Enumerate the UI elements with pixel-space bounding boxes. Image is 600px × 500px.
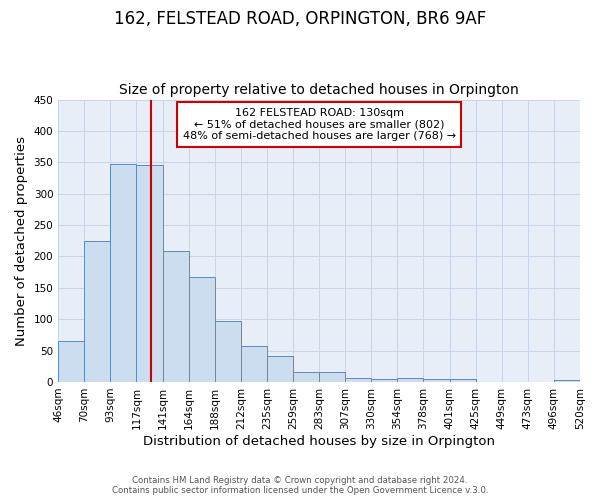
Y-axis label: Number of detached properties: Number of detached properties [15,136,28,346]
Title: Size of property relative to detached houses in Orpington: Size of property relative to detached ho… [119,83,519,97]
Bar [371,379,397,382]
Bar [84,242,110,382]
Bar [188,277,215,382]
Text: 162, FELSTEAD ROAD, ORPINGTON, BR6 9AF: 162, FELSTEAD ROAD, ORPINGTON, BR6 9AF [114,10,486,28]
Bar [345,378,371,382]
Bar [58,341,84,382]
Bar [449,380,476,382]
Bar [163,251,188,382]
Text: Contains HM Land Registry data © Crown copyright and database right 2024.
Contai: Contains HM Land Registry data © Crown c… [112,476,488,495]
Bar [215,321,241,382]
Bar [136,166,163,382]
Bar [293,372,319,382]
Bar [424,379,449,382]
Bar [267,356,293,382]
X-axis label: Distribution of detached houses by size in Orpington: Distribution of detached houses by size … [143,434,495,448]
Bar [241,346,267,382]
Bar [554,380,580,382]
Bar [397,378,424,382]
Bar [110,164,136,382]
Bar [319,372,345,382]
Text: 162 FELSTEAD ROAD: 130sqm
← 51% of detached houses are smaller (802)
48% of semi: 162 FELSTEAD ROAD: 130sqm ← 51% of detac… [182,108,455,141]
